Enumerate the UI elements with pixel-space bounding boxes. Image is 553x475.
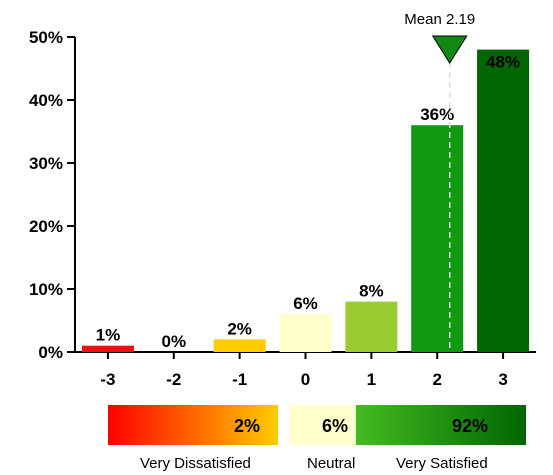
bar-3 — [477, 49, 530, 352]
data-label: 1% — [96, 326, 121, 345]
summary-category-label: Very Dissatisfied — [140, 455, 251, 472]
bar--1 — [213, 339, 266, 352]
data-label: 0% — [161, 332, 186, 351]
summary-value-label: 6% — [322, 416, 348, 436]
x-tick-label: 0 — [301, 370, 310, 389]
summary-bar: 2% Very Dissatisfied 6% Neutral 92% Very Sati… — [108, 405, 526, 472]
data-label: 36% — [420, 105, 454, 124]
data-label: 48% — [486, 53, 520, 72]
data-label: 6% — [293, 294, 318, 313]
x-ticks: -3 -2 -1 0 1 2 3 — [100, 352, 508, 389]
summary-category-label: Very Satisfied — [396, 455, 488, 472]
summary-value-label: 92% — [452, 416, 488, 436]
bar-0 — [279, 314, 332, 352]
y-tick-label: 10% — [29, 280, 63, 299]
y-tick-label: 50% — [29, 28, 63, 47]
summary-segment — [356, 405, 526, 445]
y-tick-label: 40% — [29, 91, 63, 110]
y-tick-label: 30% — [29, 154, 63, 173]
summary-segment — [108, 405, 278, 445]
bar-1 — [345, 301, 398, 352]
data-labels: 1% 0% 2% 6% 8% 36% 48% — [96, 53, 520, 351]
mean-label: Mean 2.19 — [404, 11, 475, 28]
data-label: 2% — [227, 319, 252, 338]
x-tick-label: -1 — [232, 370, 247, 389]
y-tick-label: 0% — [38, 343, 63, 362]
data-label: 8% — [359, 282, 384, 301]
summary-category-label: Neutral — [307, 455, 355, 472]
x-tick-label: 1 — [367, 370, 376, 389]
summary-value-label: 2% — [234, 416, 260, 436]
y-tick-label: 20% — [29, 217, 63, 236]
x-tick-label: 2 — [432, 370, 441, 389]
x-tick-label: -2 — [166, 370, 181, 389]
x-tick-label: 3 — [498, 370, 507, 389]
bar--3 — [81, 345, 134, 352]
summary-segment — [290, 405, 356, 445]
y-ticks: 0% 10% 20% 30% 40% 50% — [29, 28, 75, 362]
mean-marker — [431, 35, 468, 64]
bars — [81, 49, 530, 352]
x-tick-label: -3 — [100, 370, 115, 389]
mean-indicator: Mean 2.19 — [404, 11, 475, 352]
bar-2 — [411, 125, 464, 352]
